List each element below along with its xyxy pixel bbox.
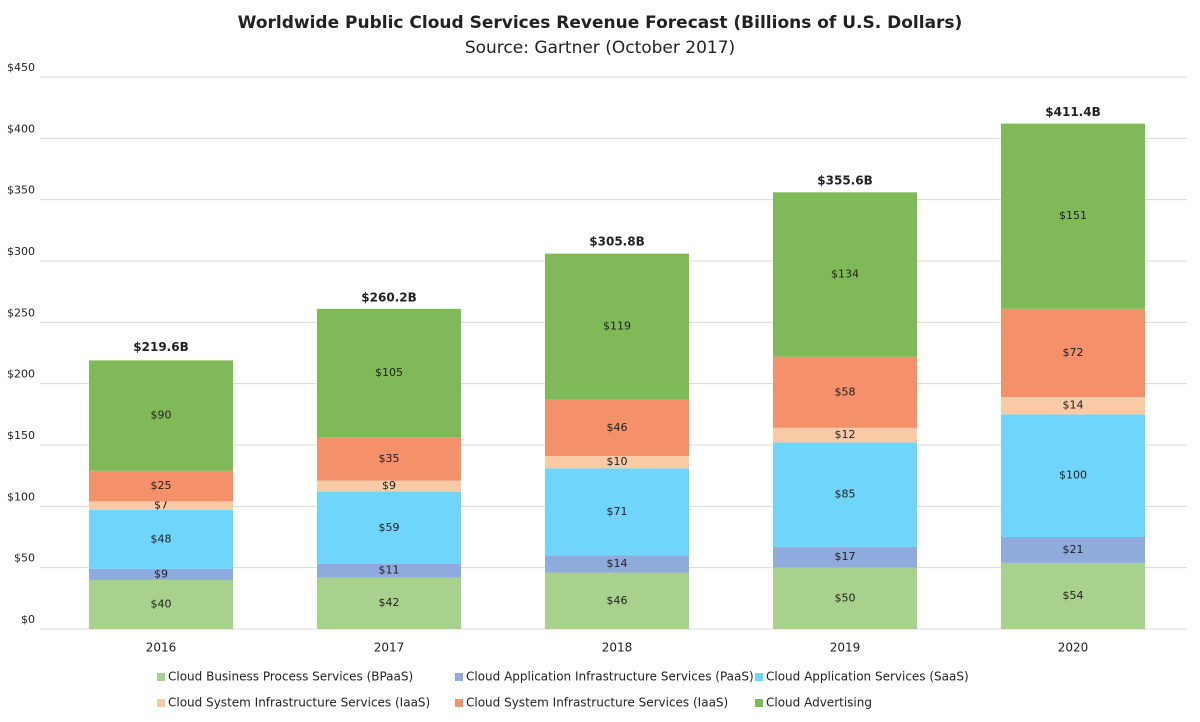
bar-segment — [773, 356, 917, 428]
value-label: $119 — [603, 320, 631, 333]
legend-label: Cloud Application Infrastructure Service… — [466, 670, 754, 684]
value-label: $9 — [154, 567, 168, 580]
y-tick-label: $50 — [14, 552, 35, 565]
value-label: $72 — [1063, 346, 1084, 359]
bar-segment — [89, 501, 233, 511]
y-tick-label: $0 — [21, 613, 35, 626]
bar-segment — [773, 192, 917, 357]
x-tick-label: 2017 — [374, 641, 405, 655]
legend-swatch — [157, 673, 165, 681]
value-label: $21 — [1063, 543, 1084, 556]
bar-segment — [773, 442, 917, 547]
value-label: $85 — [835, 488, 856, 501]
value-label: $17 — [835, 550, 856, 563]
bar-segment — [773, 546, 917, 568]
bar-segment — [1001, 397, 1145, 415]
value-label: $58 — [835, 385, 856, 398]
value-label: $11 — [379, 564, 400, 577]
legend-label: Cloud System Infrastructure Services (Ia… — [466, 696, 728, 710]
bar-segment — [317, 491, 461, 564]
value-label: $9 — [382, 479, 396, 492]
bar-segment — [545, 555, 689, 573]
value-label: $105 — [375, 366, 403, 379]
value-label: $71 — [607, 505, 628, 518]
total-label: $219.6B — [133, 340, 188, 354]
bar-segment — [1001, 123, 1145, 309]
legend-swatch — [455, 699, 463, 707]
value-label: $14 — [1063, 399, 1084, 412]
value-label: $14 — [607, 557, 628, 570]
bar-segment — [545, 456, 689, 469]
y-tick-label: $100 — [7, 490, 35, 503]
bar-segment — [545, 253, 689, 400]
total-label: $260.2B — [361, 290, 416, 304]
legend-label: Cloud Business Process Services (BPaaS) — [168, 670, 413, 684]
legend-label: Cloud Application Services (SaaS) — [766, 670, 969, 684]
value-label: $40 — [151, 597, 172, 610]
legend-swatch — [455, 673, 463, 681]
value-label: $35 — [379, 452, 400, 465]
chart-title: Worldwide Public Cloud Services Revenue … — [238, 13, 963, 33]
value-label: $134 — [831, 267, 859, 280]
bar-segment — [317, 480, 461, 492]
bar-segment — [1001, 562, 1145, 629]
y-tick-label: $400 — [7, 122, 35, 135]
value-label: $90 — [151, 409, 172, 422]
value-label: $50 — [835, 591, 856, 604]
total-label: $305.8B — [589, 234, 644, 248]
bar-segment — [317, 563, 461, 578]
bar-segment — [89, 510, 233, 569]
value-label: $151 — [1059, 209, 1087, 222]
bar-segment — [545, 399, 689, 457]
value-label: $25 — [151, 479, 172, 492]
total-label: $411.4B — [1045, 105, 1100, 119]
value-label: $54 — [1063, 589, 1084, 602]
value-label: $59 — [379, 521, 400, 534]
bar-segment — [773, 427, 917, 443]
bar-segment — [317, 577, 461, 629]
value-label: $46 — [607, 594, 628, 607]
value-label: $48 — [151, 532, 172, 545]
legend-label: Cloud Advertising — [766, 696, 872, 710]
legend-swatch — [755, 673, 763, 681]
chart-subtitle: Source: Gartner (October 2017) — [465, 38, 735, 58]
y-tick-label: $200 — [7, 368, 35, 381]
x-tick-label: 2019 — [830, 641, 861, 655]
bar-segment — [89, 470, 233, 502]
legend-swatch — [157, 699, 165, 707]
value-label: $7 — [154, 499, 168, 512]
bar-segment — [545, 468, 689, 556]
x-tick-label: 2020 — [1058, 641, 1089, 655]
y-tick-label: $250 — [7, 306, 35, 319]
bar-segment — [545, 572, 689, 629]
bar-segment — [317, 437, 461, 481]
y-tick-label: $300 — [7, 245, 35, 258]
bar-segment — [89, 360, 233, 471]
y-tick-label: $150 — [7, 429, 35, 442]
total-label: $355.6B — [817, 173, 872, 187]
bar-segment — [1001, 308, 1145, 398]
y-tick-label: $450 — [7, 61, 35, 74]
y-tick-label: $350 — [7, 184, 35, 197]
value-label: $100 — [1059, 469, 1087, 482]
value-label: $12 — [835, 428, 856, 441]
bar-segment — [89, 579, 233, 629]
legend-swatch — [755, 699, 763, 707]
value-label: $46 — [607, 421, 628, 434]
value-label: $42 — [379, 596, 400, 609]
bar-segment — [1001, 537, 1145, 563]
legend-label: Cloud System Infrastructure Services (Ia… — [168, 696, 430, 710]
bar-segment — [773, 567, 917, 629]
bar-segment — [89, 568, 233, 580]
bar-segment — [1001, 414, 1145, 537]
x-tick-label: 2016 — [146, 641, 177, 655]
x-tick-label: 2018 — [602, 641, 633, 655]
bar-segment — [317, 308, 461, 438]
value-label: $10 — [607, 455, 628, 468]
